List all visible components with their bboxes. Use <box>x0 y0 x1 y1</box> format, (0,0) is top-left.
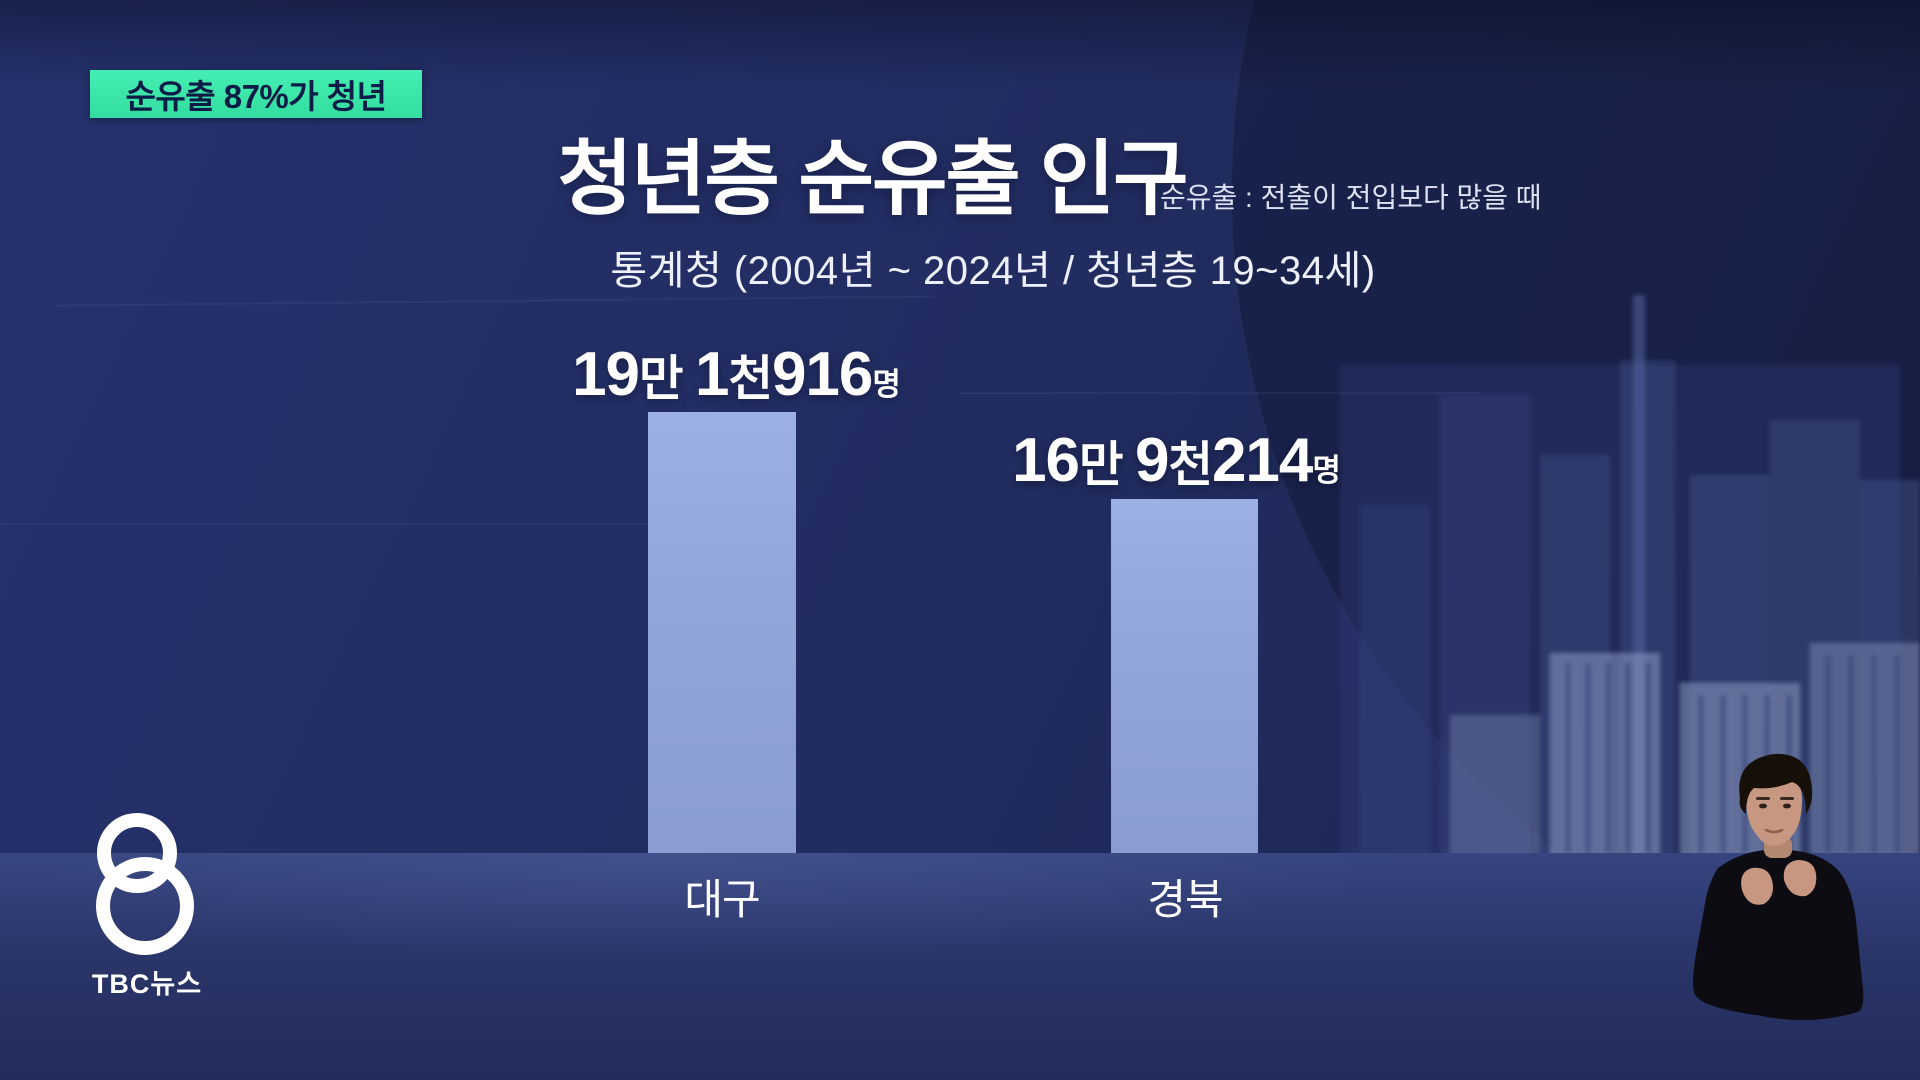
tbc-eight-icon <box>96 813 194 955</box>
light-streak <box>55 295 935 307</box>
city-skyline <box>1340 295 1920 860</box>
bar-대구 <box>648 412 796 853</box>
source-caption: 통계청 (2004년 ~ 2024년 / 청년층 19~34세) <box>610 249 1376 293</box>
stage-floor <box>0 853 1920 1080</box>
bar-경북 <box>1111 499 1258 853</box>
title-subtitle: 순유출 : 전출이 전입보다 많을 때 <box>1160 182 1542 213</box>
tbc-news-wordmark: TBC뉴스 <box>91 969 203 999</box>
bar-value-label-경북: 16만 9천214명 <box>1012 426 1341 495</box>
headline-badge: 순유출 87%가 청년 <box>90 70 422 118</box>
bar-category-label-경북: 경북 <box>1147 876 1223 923</box>
sign-language-interpreter <box>1680 740 1920 1080</box>
light-streak <box>960 392 1480 394</box>
headline-badge-label: 순유출 87%가 청년 <box>125 78 387 115</box>
bar-category-label-대구: 대구 <box>684 876 760 923</box>
tbc-logo: TBC뉴스 <box>82 806 212 999</box>
page-title: 청년층 순유출 인구 <box>557 134 1188 225</box>
bar-value-label-대구: 19만 1천916명 <box>572 340 901 409</box>
light-streak <box>0 523 700 525</box>
